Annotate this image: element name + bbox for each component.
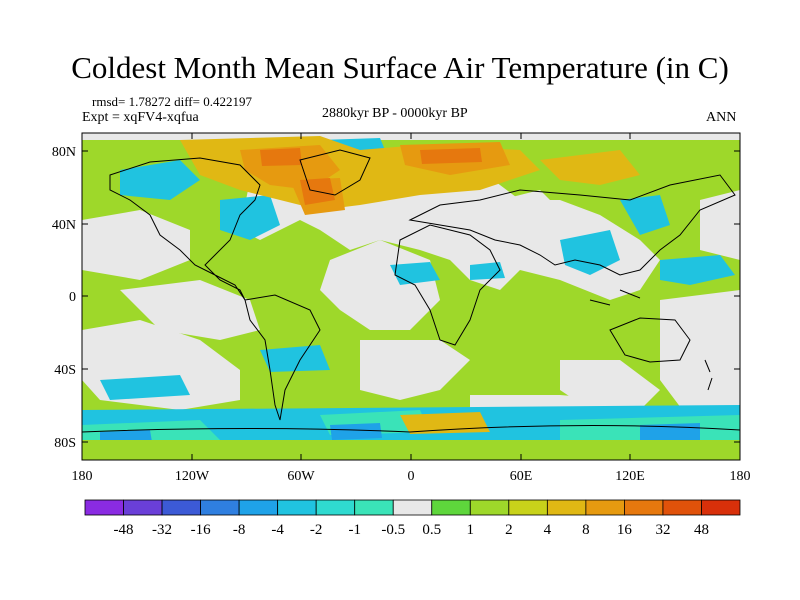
- lat-tick-40s: 40S: [54, 363, 76, 378]
- colorbar-cell: [392, 499, 433, 516]
- colorbar-cell: [277, 499, 317, 516]
- colorbar-label: 0.5: [422, 522, 441, 538]
- colorbar-label: -48: [114, 522, 134, 538]
- lon-tick-120w: 120W: [175, 469, 210, 484]
- coastline-outlines: [82, 149, 740, 433]
- lon-tick-180w: 180: [72, 469, 93, 484]
- lon-tick-0: 0: [408, 469, 415, 484]
- colorbar-cell: [585, 499, 625, 516]
- season-text: ANN: [706, 110, 737, 125]
- colorbar-label: 48: [694, 522, 709, 538]
- period-text: 2880kyr BP - 0000kyr BP: [322, 106, 468, 121]
- rmsd-diff-text: rmsd= 1.78272 diff= 0.422197: [92, 94, 252, 109]
- colorbar-cell: [546, 499, 587, 516]
- colorbar-cell: [315, 499, 356, 516]
- colorbar-label: 8: [582, 522, 590, 538]
- chart-title: Coldest Month Mean Surface Air Temperatu…: [71, 50, 729, 85]
- colorbar-cell: [84, 499, 124, 516]
- colorbar-label: 2: [505, 522, 513, 538]
- colorbar-label: -2: [310, 522, 323, 538]
- colorbar-label: 1: [467, 522, 475, 538]
- lon-axis: 180 120W 60W 0 60E 120E 180: [72, 133, 751, 484]
- colorbar-cell: [662, 499, 702, 516]
- colorbar-label: -8: [233, 522, 246, 538]
- lon-tick-120e: 120E: [615, 469, 645, 484]
- colorbar-label: 16: [617, 522, 633, 538]
- colorbar-cell: [469, 499, 510, 516]
- lon-tick-60e: 60E: [510, 469, 533, 484]
- colorbar-label: 32: [655, 522, 670, 538]
- colorbar-cell: [238, 499, 279, 516]
- colorbar-cell: [161, 499, 201, 516]
- colorbar-label: 4: [544, 522, 552, 538]
- map-field: [82, 133, 740, 460]
- colorbar: -48 -32 -16 -8 -4 -2 -1 -0.5 0.5 1 2 4 8 16 32 48: [84, 499, 741, 538]
- colorbar-cell: [701, 499, 741, 516]
- lat-tick-80n: 80N: [52, 145, 76, 160]
- colorbar-label: -0.5: [381, 522, 405, 538]
- colorbar-cell: [123, 499, 163, 516]
- lat-tick-80s: 80S: [54, 436, 76, 451]
- colorbar-cell: [624, 499, 664, 516]
- lat-axis: 80N 40N 0 40S 80S: [52, 145, 740, 451]
- colorbar-cell: [354, 499, 394, 516]
- lat-tick-40n: 40N: [52, 218, 76, 233]
- lon-tick-60w: 60W: [287, 469, 315, 484]
- colorbar-cell: [200, 499, 240, 516]
- colorbar-label: -1: [348, 522, 361, 538]
- expt-text: Expt = xqFV4-xqfua: [82, 110, 199, 125]
- colorbar-cell: [431, 499, 471, 516]
- colorbar-label: -4: [271, 522, 284, 538]
- colorbar-cell: [508, 499, 548, 516]
- lat-tick-0: 0: [69, 290, 76, 305]
- colorbar-label: -32: [152, 522, 172, 538]
- colorbar-label: -16: [191, 522, 211, 538]
- lon-tick-180e: 180: [730, 469, 751, 484]
